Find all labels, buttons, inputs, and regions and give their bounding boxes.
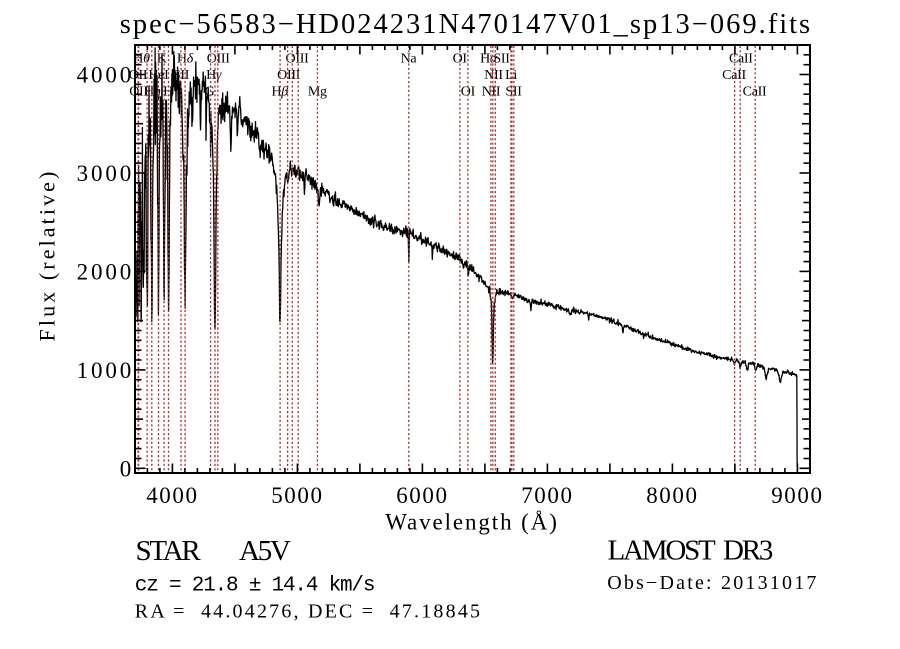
svg-text:Li: Li (505, 68, 517, 83)
svg-text:LAMOST: LAMOST (608, 535, 717, 567)
svg-text:OII: OII (129, 68, 148, 83)
svg-text:6000: 6000 (396, 483, 448, 508)
svg-text:G: G (205, 85, 215, 100)
svg-text:Wavelength (Å): Wavelength (Å) (385, 510, 559, 535)
svg-text:OIII: OIII (277, 68, 301, 83)
svg-text:Obs−Date: 20131017: Obs−Date: 20131017 (607, 572, 818, 594)
svg-text:9000: 9000 (771, 483, 823, 508)
svg-text:1000: 1000 (77, 358, 135, 383)
svg-text:spec−56583−HD024231N470147V01_: spec−56583−HD024231N470147V01_sp13−069.f… (120, 9, 812, 40)
svg-text:8000: 8000 (646, 483, 698, 508)
svg-text:3000: 3000 (77, 161, 135, 186)
svg-text:RA = 44.04276, DEC = 47.1884: RA = 44.04276, DEC = 47.18845 (135, 601, 482, 623)
svg-text:5000: 5000 (271, 483, 323, 508)
svg-text:0: 0 (120, 457, 134, 482)
svg-text:Hγ: Hγ (206, 68, 222, 83)
svg-text:4000: 4000 (77, 63, 135, 88)
svg-text:cz = 21.8 ± 14.4 km/s: cz = 21.8 ± 14.4 km/s (135, 575, 374, 598)
svg-text:Hα: Hα (480, 52, 498, 67)
svg-text:2000: 2000 (77, 260, 135, 285)
svg-text:DR3: DR3 (723, 535, 773, 567)
svg-text:HeI: HeI (148, 68, 169, 83)
svg-text:NII: NII (484, 68, 503, 83)
svg-text:STAR: STAR (136, 535, 202, 567)
svg-text:CaII: CaII (722, 68, 746, 83)
svg-text:A5V: A5V (239, 535, 291, 567)
svg-text:OIII: OIII (286, 52, 310, 67)
svg-text:CaII: CaII (729, 52, 753, 67)
svg-text:7000: 7000 (521, 483, 573, 508)
svg-text:Flux (relative): Flux (relative) (35, 169, 60, 342)
svg-text:4000: 4000 (146, 483, 198, 508)
svg-text:OIII: OIII (207, 52, 231, 67)
svg-text:SII: SII (493, 52, 510, 67)
